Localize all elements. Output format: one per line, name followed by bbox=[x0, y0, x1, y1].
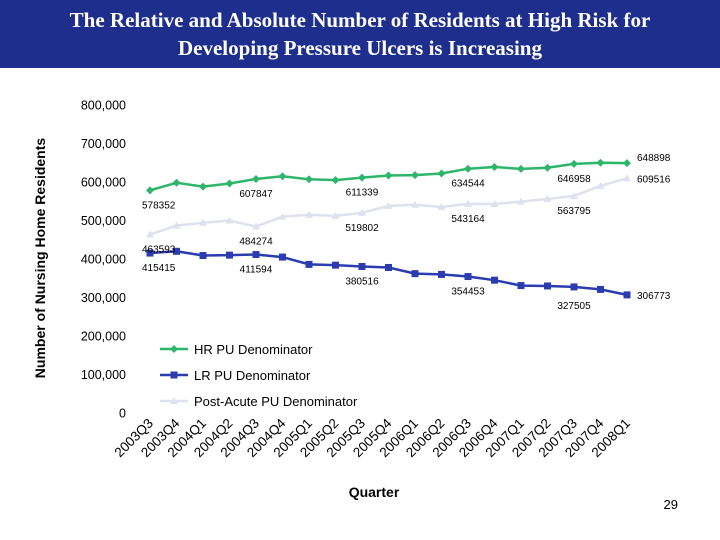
data-point bbox=[305, 260, 313, 268]
data-point bbox=[570, 191, 578, 199]
data-point bbox=[437, 203, 446, 211]
data-point bbox=[597, 285, 604, 293]
data-point bbox=[438, 270, 445, 278]
data-point bbox=[305, 210, 313, 218]
legend-marker bbox=[170, 345, 178, 353]
data-point bbox=[146, 230, 154, 238]
data-label: 327505 bbox=[557, 301, 591, 312]
data-point bbox=[437, 169, 446, 178]
data-point bbox=[278, 212, 287, 220]
data-point bbox=[358, 173, 366, 182]
y-tick-label: 500,000 bbox=[81, 214, 126, 228]
data-point bbox=[491, 276, 498, 284]
x-axis-title: Quarter bbox=[349, 484, 400, 500]
data-point bbox=[623, 159, 631, 168]
data-point bbox=[305, 175, 313, 184]
data-point bbox=[199, 252, 207, 260]
data-point bbox=[146, 186, 154, 195]
data-point bbox=[225, 179, 234, 188]
data-point bbox=[279, 253, 286, 261]
data-point bbox=[596, 158, 605, 167]
data-label: 380516 bbox=[345, 277, 379, 288]
data-point bbox=[490, 199, 499, 207]
legend-label: Post-Acute PU Denominator bbox=[194, 394, 358, 409]
y-axis-title: Number of Nursing Home Residents bbox=[32, 138, 48, 379]
data-point bbox=[385, 263, 392, 271]
data-point bbox=[570, 159, 578, 168]
data-point bbox=[464, 273, 472, 281]
y-tick-label: 300,000 bbox=[81, 291, 126, 305]
data-point bbox=[252, 222, 260, 230]
data-point bbox=[384, 201, 393, 209]
legend-marker bbox=[170, 371, 178, 379]
data-point bbox=[411, 171, 419, 180]
title-bar bbox=[0, 0, 720, 68]
data-label: 354453 bbox=[451, 287, 485, 298]
data-point bbox=[623, 174, 631, 182]
data-point bbox=[517, 197, 525, 205]
data-point bbox=[464, 164, 472, 173]
data-point bbox=[226, 251, 233, 259]
data-point bbox=[225, 216, 234, 224]
y-tick-label: 100,000 bbox=[81, 368, 126, 382]
data-point bbox=[517, 164, 525, 173]
data-point bbox=[331, 211, 340, 219]
slide-title-line-1: The Relative and Absolute Number of Resi… bbox=[69, 8, 651, 32]
data-label: 411594 bbox=[240, 265, 273, 276]
legend-label: LR PU Denominator bbox=[194, 368, 311, 383]
data-point bbox=[411, 200, 419, 208]
data-label: 634544 bbox=[451, 179, 485, 190]
data-point bbox=[570, 283, 578, 291]
data-point bbox=[411, 270, 419, 278]
slide-title: The Relative and Absolute Number of Resi… bbox=[0, 6, 720, 62]
data-point bbox=[543, 163, 552, 172]
data-point bbox=[172, 178, 181, 187]
data-label: 609516 bbox=[637, 174, 671, 185]
data-point bbox=[464, 199, 472, 207]
data-point bbox=[623, 291, 631, 299]
data-point bbox=[543, 194, 552, 202]
data-point bbox=[596, 181, 605, 189]
data-point bbox=[331, 176, 340, 185]
data-label: 648898 bbox=[637, 153, 671, 164]
data-point bbox=[173, 247, 180, 255]
legend-marker bbox=[170, 397, 178, 404]
data-point bbox=[199, 218, 207, 226]
data-point bbox=[332, 261, 339, 269]
y-tick-label: 600,000 bbox=[81, 176, 126, 190]
data-point bbox=[172, 221, 181, 229]
data-point bbox=[252, 174, 260, 183]
data-label: 415415 bbox=[142, 263, 176, 274]
data-point bbox=[199, 182, 207, 191]
data-label: 611339 bbox=[346, 188, 379, 199]
data-label: 543164 bbox=[451, 214, 485, 225]
data-label: 578352 bbox=[142, 200, 176, 211]
legend-label: HR PU Denominator bbox=[194, 342, 313, 357]
page-number: 29 bbox=[663, 497, 678, 512]
slide-title-line-2: Developing Pressure Ulcers is Increasing bbox=[178, 36, 542, 60]
data-point bbox=[252, 251, 260, 259]
data-label: 563795 bbox=[557, 206, 591, 217]
y-tick-label: 400,000 bbox=[81, 253, 126, 267]
data-point bbox=[517, 282, 525, 290]
data-point bbox=[358, 208, 366, 216]
data-point bbox=[490, 162, 499, 171]
data-label: 519802 bbox=[345, 223, 379, 234]
y-tick-label: 200,000 bbox=[81, 330, 126, 344]
y-tick-label: 800,000 bbox=[81, 99, 126, 113]
y-tick-label: 700,000 bbox=[81, 137, 126, 151]
data-point bbox=[146, 249, 154, 257]
data-label: 607847 bbox=[239, 189, 273, 200]
y-tick-label: 0 bbox=[119, 407, 126, 421]
data-label: 484274 bbox=[239, 237, 273, 248]
data-label: 646958 bbox=[557, 174, 591, 185]
data-point bbox=[384, 171, 393, 180]
data-point bbox=[278, 172, 287, 181]
data-point bbox=[358, 263, 366, 271]
data-label: 306773 bbox=[637, 291, 671, 302]
series-line bbox=[149, 250, 628, 297]
data-point bbox=[544, 282, 551, 290]
data-label: 463593 bbox=[142, 245, 176, 256]
